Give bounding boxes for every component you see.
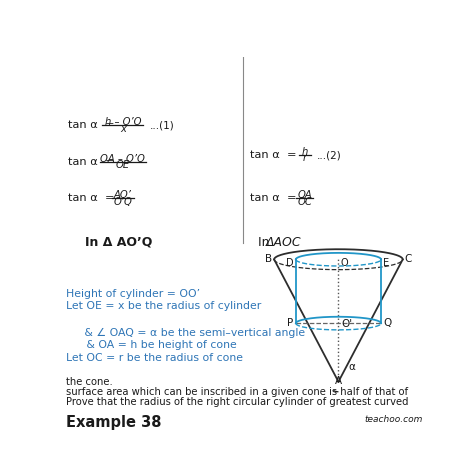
Text: Prove that the radius of the right circular cylinder of greatest curved: Prove that the radius of the right circu… bbox=[66, 397, 409, 407]
Text: ΔAOC: ΔAOC bbox=[266, 236, 301, 249]
Text: O: O bbox=[340, 258, 348, 268]
Text: OE: OE bbox=[116, 160, 130, 170]
Text: Example 38: Example 38 bbox=[66, 415, 161, 429]
Text: OA – O’O: OA – O’O bbox=[100, 154, 145, 164]
Text: C: C bbox=[405, 255, 412, 264]
Text: O': O' bbox=[341, 319, 353, 329]
Text: Height of cylinder = OO’: Height of cylinder = OO’ bbox=[66, 289, 200, 299]
Text: tan α  =: tan α = bbox=[68, 157, 115, 167]
Text: OA: OA bbox=[297, 191, 312, 201]
Text: B: B bbox=[265, 255, 272, 264]
Text: h – O’O: h – O’O bbox=[105, 118, 141, 128]
Text: surface area which can be inscribed in a given cone is half of that of: surface area which can be inscribed in a… bbox=[66, 387, 408, 397]
Text: teachoo.com: teachoo.com bbox=[365, 415, 423, 424]
Text: tan α  =: tan α = bbox=[68, 193, 115, 203]
Text: E: E bbox=[383, 258, 389, 268]
Text: P: P bbox=[287, 319, 293, 328]
Text: Let OE = x be the radius of cylinder: Let OE = x be the radius of cylinder bbox=[66, 301, 261, 311]
Text: tan α  =: tan α = bbox=[250, 193, 297, 203]
Text: O’Q: O’Q bbox=[113, 197, 132, 207]
Text: D: D bbox=[286, 258, 294, 268]
Text: Let OC = r be the radius of cone: Let OC = r be the radius of cone bbox=[66, 353, 243, 363]
Text: h: h bbox=[301, 147, 308, 157]
Text: ...(1): ...(1) bbox=[150, 120, 174, 130]
Text: the cone.: the cone. bbox=[66, 377, 113, 387]
Text: x: x bbox=[120, 124, 126, 134]
Text: α: α bbox=[349, 362, 356, 372]
Text: r: r bbox=[302, 154, 307, 164]
Text: In Δ AO’Q: In Δ AO’Q bbox=[85, 236, 152, 249]
Text: AO’: AO’ bbox=[114, 191, 132, 201]
Text: In: In bbox=[258, 236, 273, 249]
Text: Q: Q bbox=[383, 319, 392, 328]
Text: tan α  =: tan α = bbox=[68, 120, 115, 130]
Text: & OA = h be height of cone: & OA = h be height of cone bbox=[76, 340, 237, 350]
Text: & ∠ OAQ = α be the semi–vertical angle: & ∠ OAQ = α be the semi–vertical angle bbox=[74, 328, 305, 337]
Text: OC: OC bbox=[297, 197, 312, 207]
Text: ...(2): ...(2) bbox=[317, 150, 342, 160]
Text: tan α  =: tan α = bbox=[250, 150, 297, 160]
Text: A: A bbox=[335, 376, 342, 386]
